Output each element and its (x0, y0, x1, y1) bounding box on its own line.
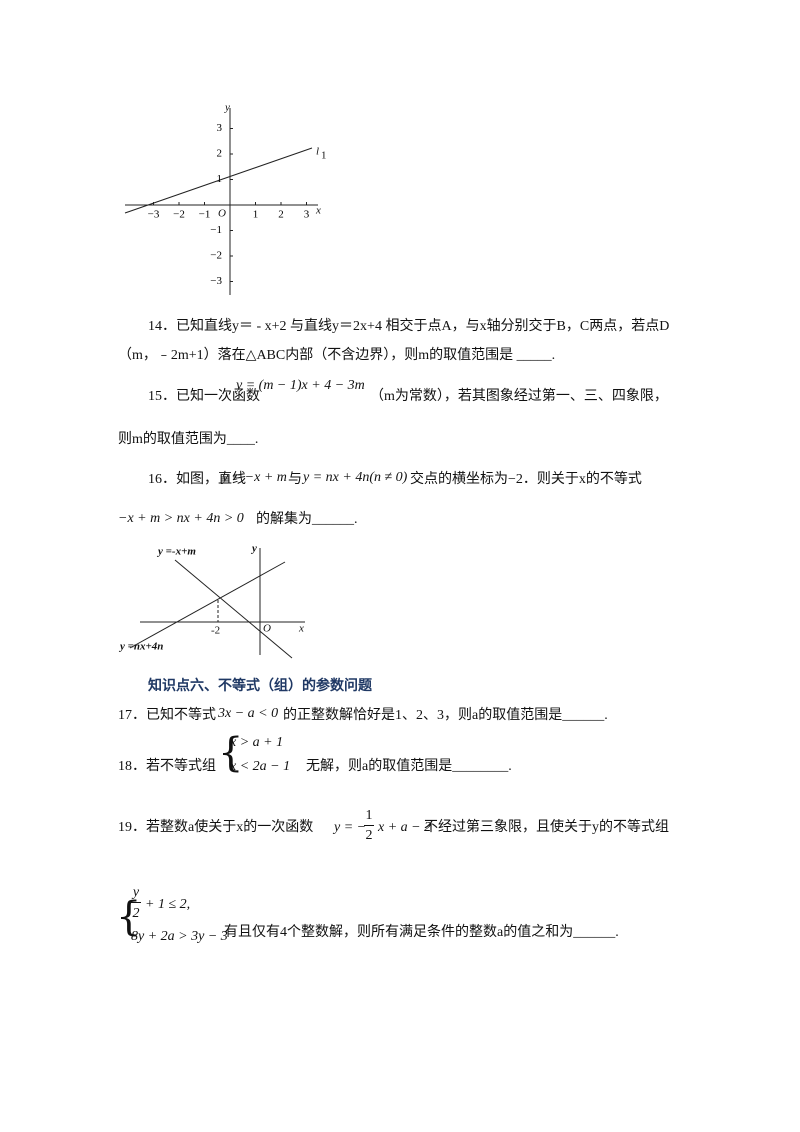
q18-suffix: 无解，则a的取值范围是________. (306, 759, 512, 774)
fraction-denominator: 2 (132, 906, 140, 921)
x-axis-label: x (298, 623, 304, 635)
figure-1 (124, 108, 318, 295)
line-label-sub: 1 (321, 150, 327, 162)
point-label: -2 (211, 625, 220, 637)
q15-line2: 则m的取值范围为____. (118, 432, 259, 447)
line-1 (174, 559, 293, 659)
q14-line2: （m，﹣2m+1）落在△ABC内部（不含边界），则m的取值范围是 _____. (118, 348, 556, 363)
q19-tail: 有且仅有4个整数解，则所有满足条件的整数a的值之和为______. (224, 925, 619, 940)
q16-text: 16．如图，直线 (148, 472, 246, 487)
q16-text: 的解集为______. (256, 512, 358, 527)
q17-formula: 3x − a < 0 (218, 706, 279, 721)
q18-system-row: x < 2a − 1 (230, 759, 291, 774)
q19-formula: y = − (334, 820, 367, 835)
q14-line1: 14．已知直线y＝ - x+2 与直线y＝2x+4 相交于点A，与x轴分别交于B… (148, 319, 670, 334)
x-tick-label: 2 (278, 209, 284, 221)
q16-text: 交点的横坐标为−2．则关于x的不等式 (410, 472, 642, 487)
q17-text: 17．已知不等式 (118, 708, 216, 723)
q16-formula: y = −x + m (222, 470, 287, 485)
q16-text: 与 (288, 472, 302, 487)
line1-label: y =-x+m (156, 546, 196, 558)
x-tick-label: −2 (173, 209, 185, 221)
origin-label: O (218, 208, 226, 220)
y-axis-label: y (224, 102, 230, 114)
q15-text: 15．已知一次函数 (148, 389, 260, 404)
q17-text: 的正整数解恰好是1、2、3，则a的取值范围是______. (283, 708, 608, 723)
x-tick-label: 1 (253, 209, 259, 221)
y-tick-label: 2 (217, 148, 223, 160)
x-tick-label: −3 (148, 209, 160, 221)
q16-formula: −x + m > nx + 4n > 0 (118, 511, 244, 526)
brace: { (116, 894, 142, 940)
section-title: 知识点六、不等式（组）的参数问题 (148, 678, 372, 694)
y-tick-label: −1 (210, 224, 222, 236)
line2-label: y =nx+4n (118, 641, 163, 653)
y-tick-label: 1 (217, 173, 223, 185)
fraction-denominator: 2 (365, 828, 373, 843)
q19-system-row: + 1 ≤ 2, (145, 897, 191, 912)
line-label: l (316, 146, 319, 158)
q19-system-row: 8y + 2a > 3y − 3 (131, 929, 228, 944)
y-tick-label: −3 (210, 275, 222, 287)
y-tick-label: −2 (210, 250, 222, 262)
x-axis-label: x (315, 205, 321, 217)
brace: { (218, 730, 244, 776)
q19-suffix: 不经过第三象限，且使关于y的不等式组 (424, 820, 669, 835)
origin-label: O (263, 623, 271, 635)
y-tick-label: 3 (217, 122, 223, 134)
q18-system-row: x > a + 1 (230, 735, 284, 750)
fraction-numerator: 1 (364, 807, 374, 826)
x-tick-label: 3 (304, 209, 310, 221)
q16-formula: y = nx + 4n(n ≠ 0) (303, 470, 408, 485)
x-tick-label: −1 (199, 209, 211, 221)
y-axis-label: y (250, 543, 257, 555)
q19-prefix: 19．若整数a使关于x的一次函数 (118, 820, 314, 835)
q19-formula: x + a − 2 (378, 820, 432, 835)
q15-formula: y = (m − 1)x + 4 − 3m (236, 378, 365, 393)
line-l1 (124, 147, 313, 214)
line-2 (129, 561, 286, 649)
q18-prefix: 18．若不等式组 (118, 759, 216, 774)
figure-2 (129, 548, 305, 659)
q15-text: （m为常数），若其图象经过第一、三、四象限， (370, 389, 668, 404)
fraction-numerator: y (131, 884, 141, 903)
